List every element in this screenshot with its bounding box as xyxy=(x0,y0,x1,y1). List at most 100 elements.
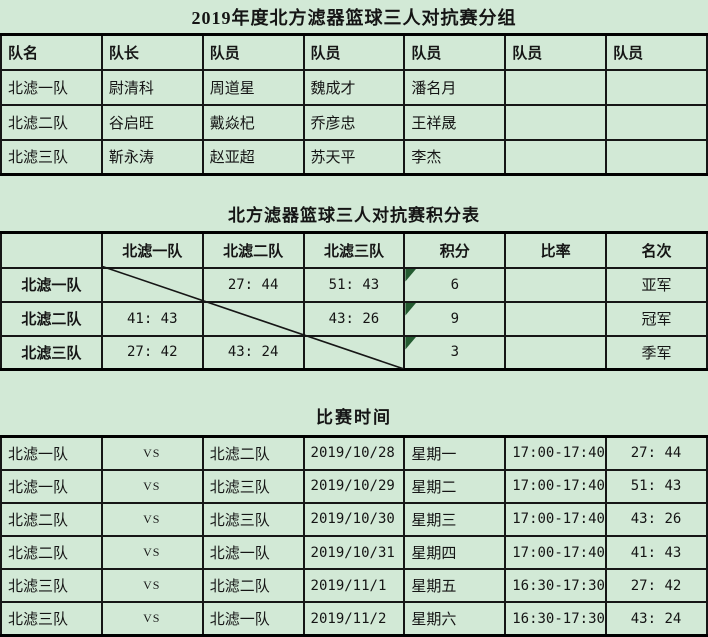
schedule-cell: VS xyxy=(100,501,204,538)
grouping-header-cell: 队名 xyxy=(0,33,103,71)
schedule-table: 北滤一队 VS 北滤二队 2019/10/28 星期一 17:00-17:40 27: 44… xyxy=(0,435,708,637)
scoreboard-cell xyxy=(201,300,305,337)
schedule-cell: 51: 43 xyxy=(605,468,708,504)
grouping-header-row: 队名 队长 队员 队员 队员 队员 队员 xyxy=(0,33,708,71)
schedule-cell: 2019/10/28 xyxy=(302,435,406,471)
schedule-row: 北滤二队 VS 北滤三队 2019/10/30 星期三 17:00-17:40 43: 26 xyxy=(0,501,708,538)
schedule-cell: 北滤三队 xyxy=(0,601,103,637)
schedule-cell: VS xyxy=(100,568,204,604)
scoreboard-cell-flagged: 6 xyxy=(403,266,507,303)
grouping-header-cell: 队长 xyxy=(100,33,204,71)
schedule-cell: 2019/10/31 xyxy=(302,535,406,571)
scoreboard-header-cell: 积分 xyxy=(403,231,507,269)
schedule-cell: VS xyxy=(100,435,204,471)
grouping-cell: 魏成才 xyxy=(302,68,406,106)
schedule-cell: 16:30-17:30 xyxy=(504,568,608,604)
grouping-cell: 潘名月 xyxy=(403,68,507,106)
scoreboard-table: 北滤一队 北滤二队 北滤三队 积分 比率 名次 北滤一队 27: 44 51: 43 6 亚军北滤二… xyxy=(0,231,708,371)
grouping-header-cell: 队员 xyxy=(302,33,406,71)
schedule-cell: 北滤二队 xyxy=(0,535,103,571)
grouping-cell: 北滤一队 xyxy=(0,68,103,106)
schedule-cell: 17:00-17:40 xyxy=(504,468,608,504)
schedule-cell: 17:00-17:40 xyxy=(504,535,608,571)
schedule-cell: 星期五 xyxy=(403,568,507,604)
schedule-cell: 北滤一队 xyxy=(0,468,103,504)
grouping-cell xyxy=(605,68,708,106)
schedule-cell: 星期四 xyxy=(403,535,507,571)
grouping-cell: 靳永涛 xyxy=(100,138,204,176)
schedule-cell: 27: 44 xyxy=(605,435,708,471)
scoreboard-row: 北滤一队 27: 44 51: 43 6 亚军 xyxy=(0,266,708,303)
schedule-cell: 北滤三队 xyxy=(201,468,305,504)
schedule-cell: 17:00-17:40 xyxy=(504,435,608,471)
scoreboard-cell: 冠军 xyxy=(605,300,708,337)
grouping-cell xyxy=(605,138,708,176)
scoreboard-cell xyxy=(100,266,204,303)
grouping-row: 北滤二队 谷启旺 戴焱杞 乔彦忠 王祥晟 xyxy=(0,103,708,141)
grouping-cell xyxy=(605,103,708,141)
grouping-cell: 北滤三队 xyxy=(0,138,103,176)
scoreboard-header-row: 北滤一队 北滤二队 北滤三队 积分 比率 名次 xyxy=(0,231,708,269)
scoreboard-cell xyxy=(504,334,608,371)
schedule-cell: 星期一 xyxy=(403,435,507,471)
schedule-table-body: 北滤一队 VS 北滤二队 2019/10/28 星期一 17:00-17:40 27: 44… xyxy=(0,435,708,637)
grouping-cell: 北滤二队 xyxy=(0,103,103,141)
scoreboard-cell xyxy=(302,334,406,371)
schedule-cell: 2019/11/2 xyxy=(302,601,406,637)
schedule-cell: 北滤三队 xyxy=(201,501,305,538)
schedule-cell: 星期二 xyxy=(403,468,507,504)
schedule-row: 北滤一队 VS 北滤三队 2019/10/29 星期二 17:00-17:40 51: 43 xyxy=(0,468,708,504)
scoreboard-cell: 27: 44 xyxy=(201,266,305,303)
scoreboard-header-cell: 北滤一队 xyxy=(100,231,204,269)
scoreboard-cell: 43: 26 xyxy=(302,300,406,337)
scoreboard-cell: 41: 43 xyxy=(100,300,204,337)
schedule-title: 比赛时间 xyxy=(316,408,392,427)
grouping-header-cell: 队员 xyxy=(403,33,507,71)
schedule-cell: VS xyxy=(100,535,204,571)
grouping-header-cell: 队员 xyxy=(605,33,708,71)
schedule-cell: 41: 43 xyxy=(605,535,708,571)
schedule-cell: 2019/10/30 xyxy=(302,501,406,538)
grouping-cell: 谷启旺 xyxy=(100,103,204,141)
grouping-cell: 周道星 xyxy=(201,68,305,106)
scoreboard-wrapper: 北滤一队 北滤二队 北滤三队 积分 比率 名次 北滤一队 27: 44 51: 43 6 亚军北滤二… xyxy=(0,231,708,371)
grouping-row: 北滤一队 尉清科 周道星 魏成才 潘名月 xyxy=(0,68,708,106)
grouping-cell xyxy=(504,103,608,141)
scoreboard-cell: 51: 43 xyxy=(302,266,406,303)
grouping-cell: 乔彦忠 xyxy=(302,103,406,141)
grouping-cell xyxy=(504,68,608,106)
grouping-cell xyxy=(504,138,608,176)
schedule-row: 北滤一队 VS 北滤二队 2019/10/28 星期一 17:00-17:40 27: 44 xyxy=(0,435,708,471)
grouping-cell: 赵亚超 xyxy=(201,138,305,176)
scoreboard-header-cell: 名次 xyxy=(605,231,708,269)
scoreboard-cell-flagged: 9 xyxy=(403,300,507,337)
scoreboard-header-cell: 比率 xyxy=(504,231,608,269)
grouping-row: 北滤三队 靳永涛 赵亚超 苏天平 李杰 xyxy=(0,138,708,176)
schedule-cell: 北滤二队 xyxy=(0,501,103,538)
grouping-cell: 戴焱杞 xyxy=(201,103,305,141)
scoreboard-cell: 北滤二队 xyxy=(0,300,103,337)
grouping-header-cell: 队员 xyxy=(504,33,608,71)
grouping-cell: 苏天平 xyxy=(302,138,406,176)
schedule-cell: 17:00-17:40 xyxy=(504,501,608,538)
grouping-cell: 李杰 xyxy=(403,138,507,176)
scoreboard-cell: 27: 42 xyxy=(100,334,204,371)
schedule-row: 北滤二队 VS 北滤一队 2019/10/31 星期四 17:00-17:40 41: 43 xyxy=(0,535,708,571)
scoreboard-cell: 43: 24 xyxy=(201,334,305,371)
schedule-cell: 北滤二队 xyxy=(201,435,305,471)
schedule-cell: 北滤一队 xyxy=(0,435,103,471)
schedule-cell: 2019/10/29 xyxy=(302,468,406,504)
grouping-cell: 王祥晟 xyxy=(403,103,507,141)
schedule-cell: VS xyxy=(100,601,204,637)
schedule-cell: 27: 42 xyxy=(605,568,708,604)
schedule-row: 北滤三队 VS 北滤一队 2019/11/2 星期六 16:30-17:30 43: 24 xyxy=(0,601,708,637)
schedule-cell: 星期六 xyxy=(403,601,507,637)
scoreboard-cell xyxy=(504,300,608,337)
scoreboard-header-cell xyxy=(0,231,103,269)
schedule-cell: 北滤三队 xyxy=(0,568,103,604)
scoreboard-row: 北滤三队 27: 42 43: 24 3 季军 xyxy=(0,334,708,371)
grouping-header-cell: 队员 xyxy=(201,33,305,71)
scoreboard-cell: 亚军 xyxy=(605,266,708,303)
schedule-cell: 星期三 xyxy=(403,501,507,538)
